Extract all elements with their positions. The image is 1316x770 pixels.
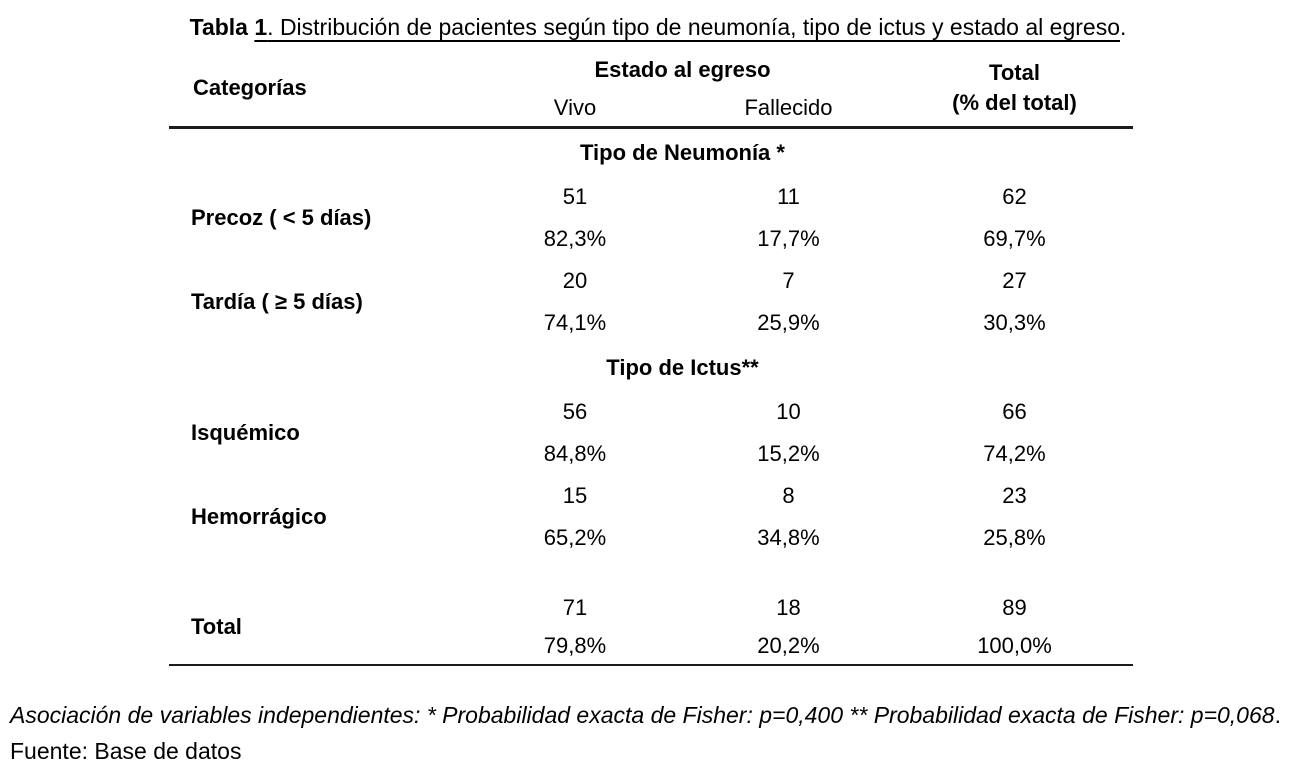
- percent-value: 34,8%: [757, 525, 820, 550]
- percent-value: 100,0%: [977, 633, 1052, 658]
- count-value: 66: [1002, 399, 1027, 424]
- cell-precoz-fallecido: 11 17,7%: [681, 176, 896, 260]
- table-row-hemorragico: Hemorrágico 15 65,2% 8 34,8% 23 25,8%: [169, 475, 1133, 559]
- percent-value: 25,9%: [757, 310, 820, 335]
- percent-value: 15,2%: [757, 441, 820, 466]
- table-row-isquemico: Isquémico 56 84,8% 10 15,2% 66 74,2%: [169, 391, 1133, 475]
- column-header-vivo: Vivo: [553, 95, 597, 120]
- count-value: 20: [562, 268, 588, 293]
- count-value: 11: [777, 184, 800, 209]
- row-label-total: Total: [191, 614, 242, 639]
- row-label-precoz: Precoz ( < 5 días): [191, 205, 372, 230]
- percent-value: 30,3%: [983, 310, 1046, 335]
- table-title-period: .: [1119, 14, 1127, 40]
- percent-value: 74,2%: [983, 441, 1046, 466]
- section-heading-tipo-de-ictus: Tipo de Ictus**: [606, 354, 759, 380]
- table-row-total: Total 71 79,8% 18 20,2% 89 100,0%: [169, 589, 1133, 666]
- count-value: 7: [782, 268, 795, 293]
- footnote-source: . Fuente: Base de datos: [10, 702, 1281, 764]
- cell-precoz-vivo: 51 82,3%: [469, 176, 681, 260]
- cell-hemorragico-total: 23 25,8%: [896, 475, 1133, 559]
- cell-isquemico-fallecido: 10 15,2%: [681, 391, 896, 475]
- cell-isquemico-total: 66 74,2%: [896, 391, 1133, 475]
- table-header: Categorías Estado al egreso Vivo Falleci…: [169, 50, 1133, 129]
- table-title-text: . Distribución de pacientes según tipo d…: [267, 14, 1120, 40]
- table-row-tardia: Tardía ( ≥ 5 días) 20 74,1% 7 25,9% 27 3…: [169, 260, 1133, 344]
- cell-tardia-vivo: 20 74,1%: [469, 260, 681, 344]
- column-header-fallecido: Fallecido: [744, 95, 833, 120]
- percent-value: 82,3%: [543, 226, 607, 251]
- count-value: 51: [562, 184, 588, 209]
- percent-value: 74,1%: [543, 310, 607, 335]
- table-footnote: Asociación de variables independientes: …: [10, 697, 1310, 769]
- section-row-neumonia: Tipo de Neumonía *: [169, 129, 1133, 176]
- count-value: 89: [1002, 595, 1027, 620]
- count-value: 15: [562, 483, 588, 508]
- percent-value: 79,8%: [543, 633, 607, 658]
- percent-value: 84,8%: [543, 441, 607, 466]
- count-value: 56: [562, 399, 588, 424]
- section-heading-tipo-de-neumonia: Tipo de Neumonía *: [580, 139, 785, 165]
- count-value: 10: [776, 399, 801, 424]
- cell-tardia-total: 27 30,3%: [896, 260, 1133, 344]
- column-header-categories: Categorías: [193, 75, 307, 100]
- cell-hemorragico-fallecido: 8 34,8%: [681, 475, 896, 559]
- cell-tardia-fallecido: 7 25,9%: [681, 260, 896, 344]
- percent-value: 17,7%: [757, 226, 820, 251]
- footnote-statistics: Asociación de variables independientes: …: [10, 702, 1275, 728]
- table-row-precoz: Precoz ( < 5 días) 51 82,3% 11 17,7% 62 …: [169, 176, 1133, 260]
- column-header-total-line1: Total: [989, 60, 1040, 85]
- column-header-total: Total (% del total): [896, 50, 1133, 126]
- row-label-isquemico: Isquémico: [191, 420, 300, 445]
- cell-total-fallecido: 18 20,2%: [681, 589, 896, 665]
- count-value: 18: [776, 595, 801, 620]
- cell-isquemico-vivo: 56 84,8%: [469, 391, 681, 475]
- count-value: 8: [782, 483, 795, 508]
- row-spacer: [169, 559, 1133, 589]
- count-value: 23: [1002, 483, 1027, 508]
- table-title-number: Tabla: [189, 14, 255, 40]
- data-table: Categorías Estado al egreso Vivo Falleci…: [169, 50, 1133, 666]
- table-title: Tabla 1. Distribución de pacientes según…: [189, 14, 1127, 40]
- cell-precoz-total: 62 69,7%: [896, 176, 1133, 260]
- count-value: 71: [562, 595, 588, 620]
- row-label-tardia: Tardía ( ≥ 5 días): [191, 289, 363, 314]
- column-header-total-line2: (% del total): [952, 90, 1077, 115]
- percent-value: 65,2%: [543, 525, 607, 550]
- section-row-ictus: Tipo de Ictus**: [169, 344, 1133, 391]
- column-group-header-estado-al-egreso: Estado al egreso: [594, 57, 771, 82]
- count-value: 27: [1002, 268, 1027, 293]
- cell-hemorragico-vivo: 15 65,2%: [469, 475, 681, 559]
- cell-total-total: 89 100,0%: [896, 589, 1133, 665]
- percent-value: 20,2%: [757, 633, 820, 658]
- cell-total-vivo: 71 79,8%: [469, 589, 681, 665]
- percent-value: 25,8%: [983, 525, 1046, 550]
- percent-value: 69,7%: [983, 226, 1046, 251]
- row-label-hemorragico: Hemorrágico: [191, 504, 327, 529]
- count-value: 62: [1002, 184, 1027, 209]
